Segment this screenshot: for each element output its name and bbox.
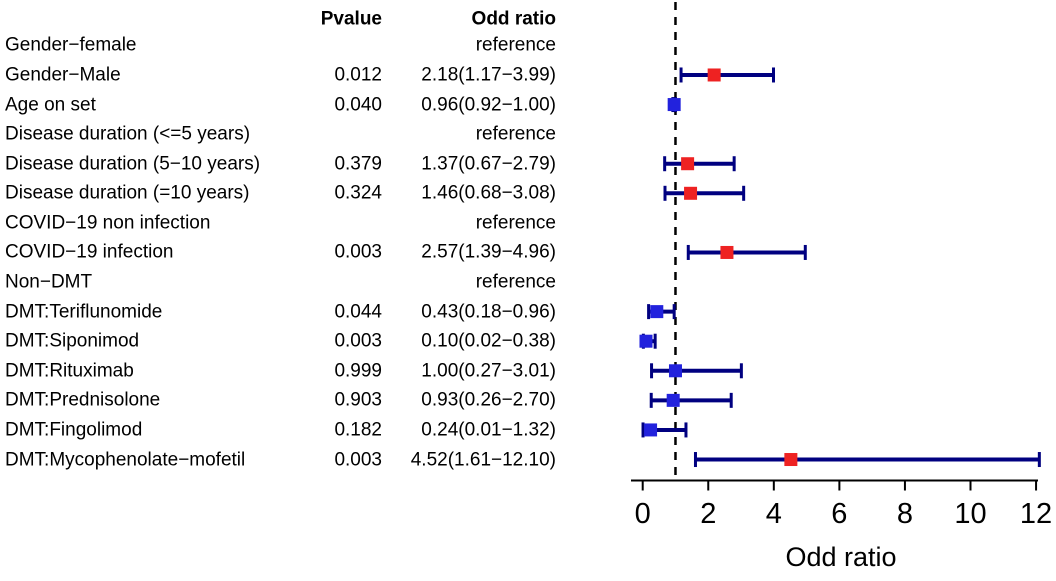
row-odd-ratio: reference <box>475 271 556 293</box>
row-odd-ratio: reference <box>475 34 556 56</box>
row-label: DMT:Fingolimod <box>5 419 143 441</box>
row-pvalue: 0.903 <box>334 389 382 411</box>
or-marker <box>667 98 681 112</box>
x-tick-label: 6 <box>831 498 847 530</box>
row-label: Age on set <box>5 94 96 116</box>
row-label: Non−DMT <box>5 271 93 293</box>
or-marker <box>720 245 734 259</box>
row-label: Gender−Male <box>5 64 121 86</box>
row-label: Gender−female <box>5 34 137 56</box>
row-odd-ratio: 1.00(0.27−3.01) <box>421 360 556 382</box>
or-marker <box>644 423 658 437</box>
or-marker <box>650 305 664 319</box>
row-pvalue: 0.379 <box>334 153 382 175</box>
row-label: Disease duration (=10 years) <box>5 182 250 204</box>
or-marker <box>707 68 721 82</box>
x-tick-label: 8 <box>897 498 913 530</box>
row-label: COVID−19 non infection <box>5 212 211 234</box>
odd-ratio-column-header: Odd ratio <box>471 8 556 29</box>
x-tick-label: 0 <box>635 498 651 530</box>
row-odd-ratio: 0.43(0.18−0.96) <box>421 301 556 323</box>
row-odd-ratio: 0.10(0.02−0.38) <box>421 330 556 352</box>
row-odd-ratio: 0.24(0.01−1.32) <box>421 419 556 441</box>
row-pvalue: 0.324 <box>334 182 382 204</box>
row-odd-ratio: reference <box>475 123 556 145</box>
or-marker <box>668 364 682 378</box>
or-marker <box>666 393 680 407</box>
or-marker <box>681 157 695 171</box>
row-odd-ratio: reference <box>475 212 556 234</box>
row-label: DMT:Siponimod <box>5 330 140 352</box>
row-odd-ratio: 1.37(0.67−2.79) <box>421 153 556 175</box>
row-odd-ratio: 4.52(1.61−12.10) <box>410 449 556 471</box>
row-odd-ratio: 2.57(1.39−4.96) <box>421 241 556 263</box>
or-marker <box>639 334 653 348</box>
x-tick-label: 4 <box>766 498 782 530</box>
x-axis-title: Odd ratio <box>785 542 896 572</box>
row-pvalue: 0.003 <box>334 241 382 263</box>
row-odd-ratio: 1.46(0.68−3.08) <box>421 182 556 204</box>
row-label: DMT:Teriflunomide <box>5 301 163 323</box>
or-marker <box>684 186 698 200</box>
row-label: Disease duration (<=5 years) <box>5 123 251 145</box>
row-label: DMT:Mycophenolate−mofetil <box>5 449 246 471</box>
row-label: DMT:Prednisolone <box>5 389 161 411</box>
row-label: DMT:Rituximab <box>5 360 134 382</box>
x-tick-label: 10 <box>954 498 986 530</box>
row-pvalue: 0.003 <box>334 449 382 471</box>
pvalue-column-header: Pvalue <box>320 8 382 29</box>
row-odd-ratio: 0.96(0.92−1.00) <box>421 94 556 116</box>
or-marker <box>784 453 798 467</box>
row-pvalue: 0.999 <box>334 360 382 382</box>
row-pvalue: 0.003 <box>334 330 382 352</box>
row-pvalue: 0.012 <box>334 64 382 86</box>
row-pvalue: 0.040 <box>334 94 382 116</box>
x-tick-label: 2 <box>700 498 716 530</box>
x-tick-label: 12 <box>1020 498 1052 530</box>
row-odd-ratio: 0.93(0.26−2.70) <box>421 389 556 411</box>
row-pvalue: 0.044 <box>334 301 382 323</box>
row-odd-ratio: 2.18(1.17−3.99) <box>421 64 556 86</box>
row-label: Disease duration (5−10 years) <box>5 153 261 175</box>
row-label: COVID−19 infection <box>5 241 174 263</box>
row-pvalue: 0.182 <box>334 419 382 441</box>
